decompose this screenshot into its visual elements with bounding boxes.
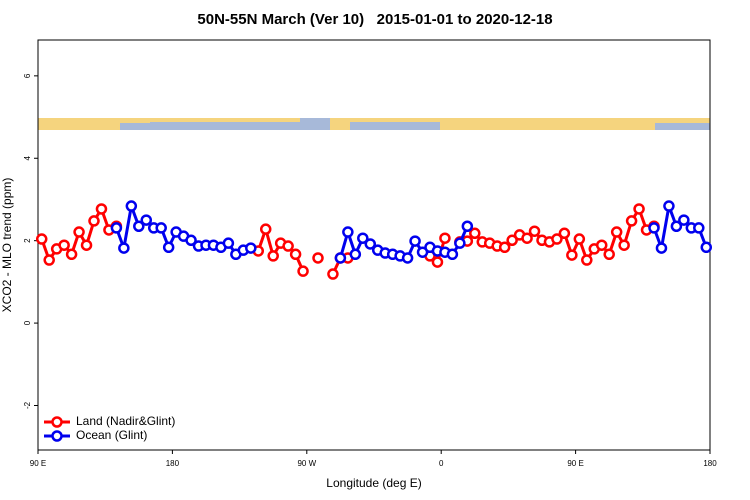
data-point [551, 233, 563, 245]
legend-label: Ocean (Glint) [76, 428, 147, 442]
land-strip [350, 118, 440, 122]
data-point [655, 242, 668, 254]
map-strip [38, 118, 710, 130]
data-point [528, 225, 541, 237]
x-tick-label: 0 [439, 459, 444, 468]
data-point [125, 200, 138, 212]
data-point [521, 232, 533, 244]
legend-marker [51, 416, 63, 428]
data-point [409, 235, 421, 247]
data-point [573, 233, 586, 245]
data-point [342, 226, 354, 238]
data-point [185, 234, 197, 247]
series-line [40, 207, 655, 275]
data-point [610, 226, 623, 238]
data-point [581, 254, 593, 266]
data-point [431, 256, 444, 268]
data-point [133, 220, 145, 233]
data-point [693, 222, 705, 234]
legend: Land (Nadir&Glint)Ocean (Glint) [44, 414, 175, 442]
data-point [327, 268, 339, 280]
y-tick-label: -2 [23, 401, 32, 409]
data-point [416, 246, 429, 258]
data-point [35, 233, 48, 245]
data-point [625, 215, 638, 227]
data-point [334, 252, 347, 264]
land-strip [150, 118, 300, 122]
data-point [364, 238, 377, 250]
y-tick-label: 6 [23, 73, 32, 78]
x-tick-label: 90 E [30, 459, 46, 468]
data-point [58, 239, 70, 251]
land-strip [655, 118, 710, 123]
legend-label: Land (Nadir&Glint) [76, 414, 175, 428]
y-axis-title: XCO2 - MLO trend (ppm) [0, 178, 14, 313]
data-point [357, 232, 369, 244]
data-point [648, 222, 660, 234]
data-point [663, 200, 675, 212]
data-point [259, 223, 272, 235]
data-point [498, 241, 511, 254]
land-strip [330, 118, 350, 130]
y-tick-label: 0 [23, 320, 32, 325]
data-point [222, 237, 235, 249]
x-axis-title: Longitude (deg E) [326, 476, 421, 490]
data-point [618, 239, 630, 251]
data-point [245, 242, 257, 254]
land-strip [440, 118, 655, 130]
data-point [670, 220, 683, 233]
data-point [110, 222, 123, 234]
data-point [312, 252, 324, 264]
data-point [454, 237, 466, 249]
data-point [73, 226, 85, 238]
data-point [297, 265, 309, 277]
data-point [95, 203, 108, 215]
y-tick-label: 4 [23, 155, 32, 160]
data-point [155, 222, 167, 234]
land-strip [120, 118, 150, 123]
land-strip [38, 118, 120, 130]
x-tick-label: 90 W [297, 459, 316, 468]
data-point [43, 254, 55, 266]
data-point [118, 242, 130, 254]
legend-marker [51, 430, 63, 442]
data-point [80, 239, 93, 251]
data-point [603, 248, 615, 261]
x-tick-label: 180 [703, 459, 717, 468]
y-tick-label: 2 [23, 238, 32, 243]
data-point [65, 248, 78, 261]
chart-title: 50N-55N March (Ver 10) 2015-01-01 to 202… [197, 11, 552, 28]
data-point [267, 250, 279, 262]
data-point [140, 214, 153, 226]
x-tick-label: 180 [166, 459, 180, 468]
data-point [469, 227, 481, 240]
data-point [446, 248, 459, 261]
data-point [349, 248, 362, 261]
data-point [289, 248, 302, 261]
data-point [678, 214, 690, 226]
data-point [566, 249, 578, 261]
data-point [558, 227, 571, 240]
data-point [461, 220, 474, 233]
x-tick-label: 90 E [567, 459, 583, 468]
data-point [633, 203, 645, 215]
data-point [700, 241, 713, 254]
data-point [595, 239, 608, 251]
data-point [282, 240, 294, 252]
data-point [88, 215, 100, 227]
data-point [162, 241, 175, 254]
data-point [401, 252, 414, 264]
data-point [506, 234, 518, 247]
data-point [439, 232, 451, 244]
